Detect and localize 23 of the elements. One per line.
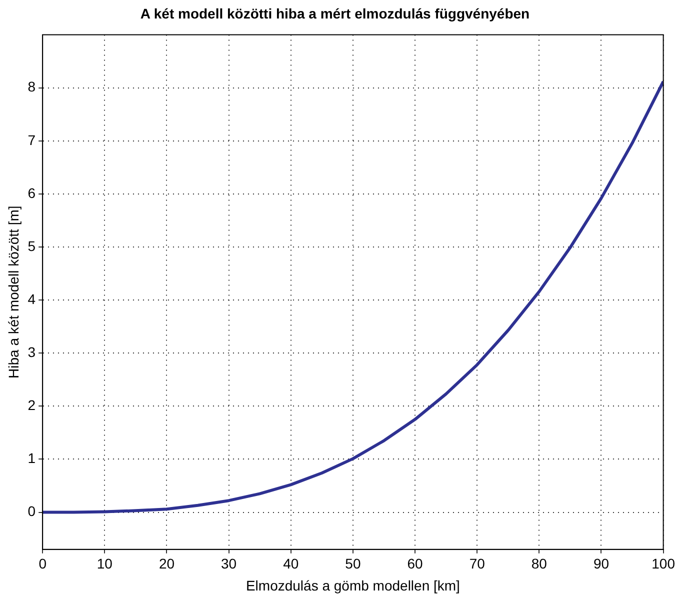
y-tick-label: 3: [28, 344, 36, 360]
x-tick-label: 0: [38, 556, 47, 572]
y-axis-title: Hiba a két modell között [m]: [5, 206, 22, 378]
y-tick-label: 1: [28, 450, 36, 466]
y-tick-label: 7: [28, 132, 36, 148]
y-tick-label: 5: [28, 238, 36, 254]
x-tick-label: 40: [283, 556, 299, 572]
x-tick-label: 20: [158, 556, 175, 572]
y-tick-label: 4: [28, 290, 36, 307]
x-tick-label: 30: [221, 556, 237, 572]
x-axis-title: Elmozdulás a gömb modellen [km]: [246, 577, 460, 594]
x-tick-label: 60: [407, 556, 424, 572]
y-tick-label: 2: [28, 397, 36, 414]
x-tick-label: 90: [593, 556, 610, 572]
x-tick-label: 50: [345, 556, 361, 572]
y-tick-label: 0: [28, 503, 36, 520]
x-tick-label: 70: [469, 556, 486, 572]
x-tick-label: 100: [652, 556, 676, 572]
y-tick-label: 6: [28, 184, 36, 201]
y-tick-label: 8: [28, 78, 36, 95]
chart-title: A két modell közötti hiba a mért elmozdulás függvényében: [140, 5, 530, 22]
x-tick-label: 80: [531, 556, 548, 572]
x-tick-label: 10: [96, 556, 113, 572]
